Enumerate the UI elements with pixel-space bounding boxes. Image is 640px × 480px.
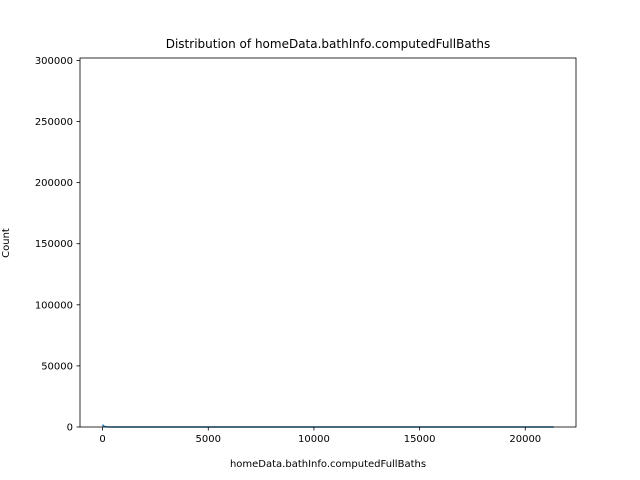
y-tick-label: 200000 [35,178,73,189]
y-axis-label: Count [1,228,12,258]
y-tick-label: 300000 [35,56,73,67]
x-axis-ticks: 0 5000 10000 15000 20000 [99,427,541,445]
chart-title: Distribution of homeData.bathInfo.comput… [166,37,491,51]
y-tick-label: 150000 [35,239,73,250]
x-tick-label: 10000 [298,434,330,445]
x-tick-label: 5000 [196,434,221,445]
y-tick-label: 0 [67,423,73,434]
y-tick-label: 50000 [41,361,73,372]
x-tick-label: 20000 [509,434,541,445]
plot-frame [79,57,577,428]
y-axis-ticks: 0 50000 100000 150000 200000 250000 300000 [35,56,80,434]
x-axis-label: homeData.bathInfo.computedFullBaths [230,459,426,470]
x-tick-label: 15000 [404,434,436,445]
y-tick-label: 100000 [35,300,73,311]
y-tick-label: 250000 [35,117,73,128]
x-tick-label: 0 [99,434,105,445]
